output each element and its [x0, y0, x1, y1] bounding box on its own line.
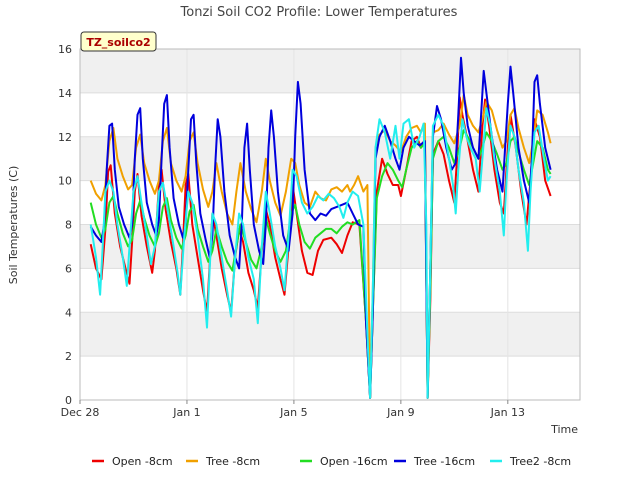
y-tick-label: 8: [65, 219, 72, 232]
y-tick-label: 16: [58, 43, 72, 56]
plot-band: [80, 49, 580, 93]
plot-band: [80, 312, 580, 357]
chart-title: Tonzi Soil CO2 Profile: Lower Temperatur…: [180, 5, 458, 20]
legend: Open -8cm Tree -8cm Open -16cm Tree -16cm Tr…: [92, 455, 571, 468]
legend-label: Open -8cm: [112, 455, 173, 468]
series-lines: [89, 56, 552, 399]
plot-band: [80, 224, 580, 269]
y-axis-label: Soil Temperatures (C): [7, 166, 20, 285]
y-tick-label: 10: [58, 175, 72, 188]
y-tick-label: 2: [65, 350, 72, 363]
series-line: [89, 107, 552, 399]
y-tick-label: 4: [65, 306, 72, 319]
site-badge-box: [80, 31, 157, 52]
legend-label: Open -16cm: [320, 455, 388, 468]
y-tick-label: 6: [65, 262, 72, 275]
x-tick-label: Jan 13: [490, 406, 525, 419]
y-axis-ticks: 0 2 4 6 8 10 12 14 16: [58, 43, 72, 407]
plot-band: [80, 356, 580, 400]
plot-background: [80, 49, 580, 400]
x-tick-label: Jan 1: [172, 406, 200, 419]
x-axis-ticks: Dec 28 Jan 1 Jan 5 Jan 9 Jan 13: [61, 400, 525, 419]
site-badge-label: TZ_soilco2: [86, 36, 150, 49]
legend-label: Tree -8cm: [205, 455, 260, 468]
y-tick-label: 14: [58, 87, 72, 100]
plot-frame: [79, 48, 581, 401]
plot-band: [80, 92, 580, 137]
x-tick-label: Jan 5: [279, 406, 307, 419]
y-tick-label: 12: [58, 131, 72, 144]
x-axis-label: Time: [550, 423, 578, 436]
legend-label: Tree2 -8cm: [509, 455, 571, 468]
x-tick-label: Jan 9: [386, 406, 414, 419]
y-tick-label: 0: [65, 394, 72, 407]
series-line: [89, 94, 552, 399]
series-line: [89, 56, 552, 399]
plot-band: [80, 268, 580, 313]
legend-label: Tree -16cm: [413, 455, 475, 468]
x-tick-label: Dec 28: [61, 406, 100, 419]
site-badge: TZ_soilco2: [80, 31, 157, 52]
